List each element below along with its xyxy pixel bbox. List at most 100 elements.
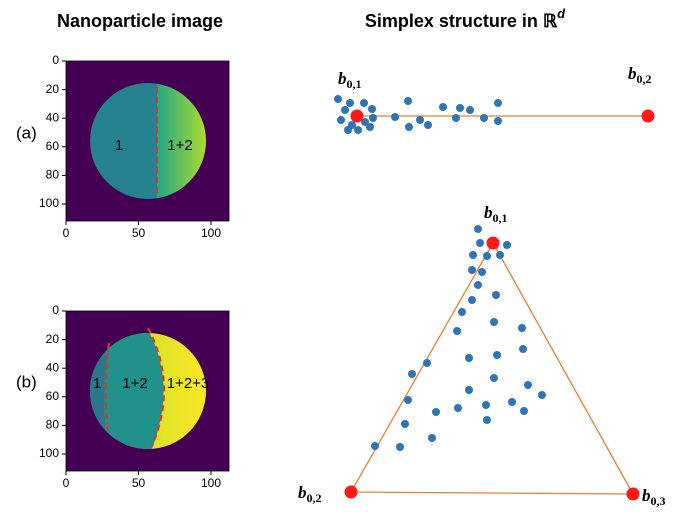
simplex-edge: [349, 241, 635, 495]
y-tick-label: 100: [39, 446, 59, 460]
point: [453, 327, 461, 335]
vertex-sub: 0,1: [493, 211, 508, 225]
y-tick-label: 100: [39, 196, 59, 210]
point: [404, 396, 412, 404]
point: [366, 123, 374, 131]
left-title: Nanoparticle image: [57, 11, 223, 31]
point: [518, 324, 526, 332]
y-tick-label: 0: [52, 303, 59, 317]
point: [396, 443, 404, 451]
point: [494, 99, 502, 107]
point: [538, 391, 546, 399]
point: [428, 434, 436, 442]
point: [494, 117, 502, 125]
vertex-sub: 0,1: [347, 77, 362, 91]
right-title: Simplex structure in ℝd: [365, 6, 566, 30]
region-label: 1+2: [122, 375, 147, 392]
point: [454, 404, 462, 412]
point: [519, 345, 527, 353]
y-tick-label: 20: [46, 332, 60, 346]
point: [424, 121, 432, 129]
y-tick-label: 80: [46, 168, 60, 182]
panel-label: (a): [16, 123, 37, 142]
panel-label: (b): [16, 372, 37, 391]
x-tick-label: 100: [201, 476, 221, 490]
y-tick-label: 40: [46, 110, 60, 124]
point: [468, 296, 476, 304]
x-tick-label: 0: [63, 476, 70, 490]
point: [360, 99, 368, 107]
x-tick-label: 0: [63, 226, 70, 240]
point: [465, 386, 473, 394]
vertex-label: b0,3: [642, 486, 666, 508]
vertex-sub: 0,2: [307, 491, 322, 505]
point: [493, 351, 501, 359]
point: [341, 106, 349, 114]
point: [334, 95, 342, 103]
point: [456, 104, 464, 112]
boundary: [147, 327, 165, 447]
vertex: [486, 236, 500, 250]
x-tick-label: 50: [132, 226, 146, 240]
region-label: 1: [93, 375, 101, 392]
vertex-symbol: b: [642, 486, 651, 505]
x-tick-label: 100: [201, 226, 221, 240]
point: [404, 97, 412, 105]
vertex-label: b0,1: [338, 69, 362, 91]
vertex-sub: 0,2: [637, 72, 652, 86]
point: [483, 416, 491, 424]
point: [520, 407, 528, 415]
vertex-symbol: b: [484, 203, 493, 222]
vertex: [626, 487, 640, 501]
point: [468, 266, 476, 274]
point: [432, 408, 440, 416]
region-label: 1: [115, 137, 123, 154]
point: [408, 370, 416, 378]
point: [480, 114, 488, 122]
y-tick-label: 20: [46, 82, 60, 96]
point: [354, 126, 362, 134]
y-tick-label: 60: [46, 389, 60, 403]
vertex-label: b0,1: [484, 203, 508, 225]
right-title-sup: d: [557, 6, 566, 21]
vertex: [641, 109, 655, 123]
image-a: 1 1+2 (a): [16, 60, 230, 222]
point: [474, 281, 482, 289]
point: [452, 114, 460, 122]
y-tick-label: 80: [46, 418, 60, 432]
point: [401, 420, 409, 428]
point: [458, 308, 466, 316]
point: [482, 401, 490, 409]
point: [508, 398, 516, 406]
point: [490, 318, 498, 326]
point: [371, 442, 379, 450]
simplex-a: [334, 95, 655, 134]
point: [524, 381, 532, 389]
image-b: 1 1+2 1+2+3 (b): [16, 310, 230, 472]
vertex-symbol: b: [298, 483, 307, 502]
point: [416, 116, 424, 124]
point: [483, 252, 491, 260]
point: [405, 123, 413, 131]
vertex-symbol: b: [338, 69, 347, 88]
point: [391, 113, 399, 121]
simplex-b: [344, 225, 640, 501]
y-tick-label: 0: [52, 53, 59, 67]
point: [465, 354, 473, 362]
boundary: [104, 342, 110, 433]
x-tick-label: 50: [132, 476, 146, 490]
vertex-sub: 0,3: [651, 494, 666, 508]
vertex-label: b0,2: [298, 483, 322, 505]
region-label: 1+2: [167, 137, 192, 154]
point: [476, 239, 484, 247]
point: [474, 225, 482, 233]
y-tick-label: 40: [46, 360, 60, 374]
vertex: [344, 485, 358, 499]
vertex-symbol: b: [628, 64, 637, 83]
point: [344, 126, 352, 134]
point: [439, 103, 447, 111]
point: [369, 114, 377, 122]
point: [361, 118, 369, 126]
region-label: 1+2+3: [167, 375, 210, 392]
